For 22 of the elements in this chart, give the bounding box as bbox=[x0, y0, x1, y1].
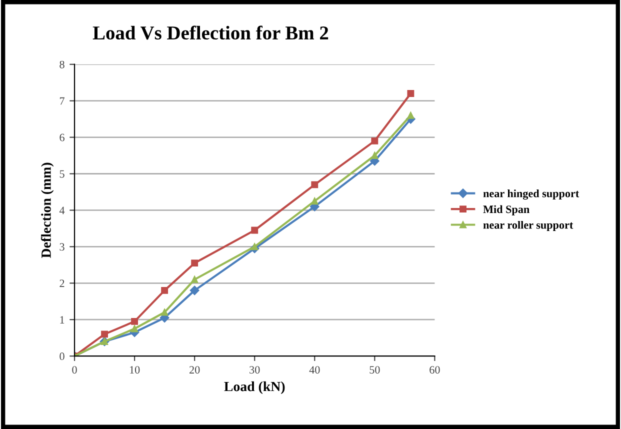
x-tick-label: 30 bbox=[250, 366, 260, 374]
legend-label: near hinged support bbox=[483, 189, 580, 200]
y-tick-label: 4 bbox=[59, 206, 65, 214]
y-tick-label: 8 bbox=[60, 60, 64, 68]
x-tick-label: 40 bbox=[309, 366, 320, 374]
x-tick-label: 20 bbox=[190, 366, 200, 374]
x-tick-label: 60 bbox=[430, 366, 440, 374]
y-tick-label: 5 bbox=[60, 170, 64, 178]
y-tick-label: 7 bbox=[60, 97, 64, 105]
y-tick-label: 3 bbox=[60, 243, 64, 251]
x-tick-label: 50 bbox=[370, 366, 380, 374]
legend-label: Mid Span bbox=[483, 205, 530, 216]
chart-title: Load Vs Deflection for Bm 2 bbox=[92, 26, 328, 40]
x-axis-title: Load (kN) bbox=[224, 381, 285, 394]
y-tick-label: 6 bbox=[60, 134, 64, 142]
y-tick-label: 0 bbox=[60, 352, 64, 360]
legend-label: near roller support bbox=[483, 220, 574, 232]
x-tick-label: 0 bbox=[72, 366, 77, 374]
y-axis-title: Deflection (mm) bbox=[40, 162, 54, 258]
y-tick-label: 2 bbox=[60, 280, 64, 287]
x-tick-label: 10 bbox=[130, 366, 140, 374]
y-tick-label: 1 bbox=[60, 316, 64, 324]
